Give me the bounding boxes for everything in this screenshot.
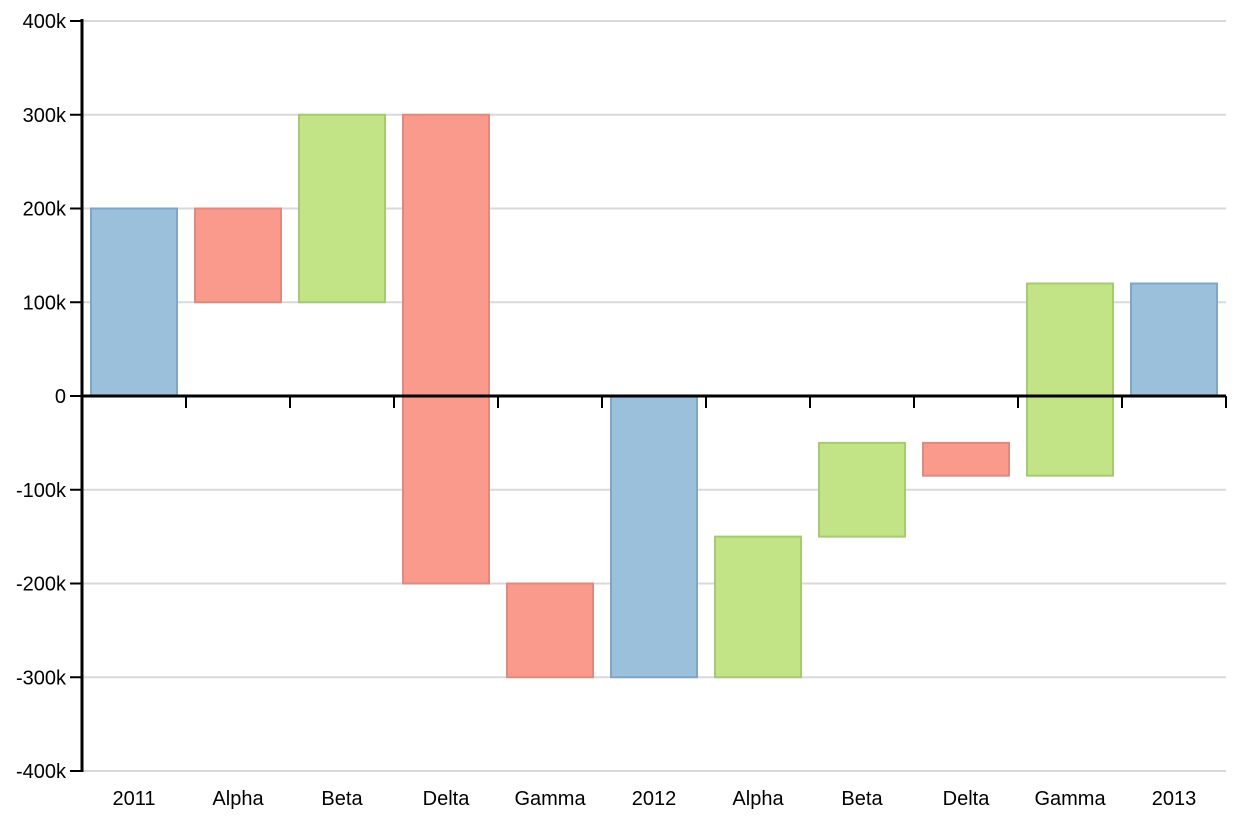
- bar-decrease-alpha: [194, 207, 282, 304]
- y-tick-labels: 400k 300k 200k 100k 0 -100k -200k -300k -400k: [16, 11, 67, 783]
- bar-decrease-gamma: [506, 582, 594, 679]
- bar-total-2013: [1130, 282, 1218, 397]
- bar-decrease-delta: [402, 113, 490, 585]
- y-tick-label: -200k: [16, 574, 67, 596]
- x-tick-label: Gamma: [1034, 788, 1106, 810]
- x-tick-label: Gamma: [514, 788, 586, 810]
- x-tick-labels: 2011 Alpha Beta Delta Gamma 2012 Alpha Beta Delt…: [112, 788, 1196, 810]
- x-tick-label: Alpha: [212, 788, 264, 810]
- y-tick-label: 100k: [23, 292, 67, 314]
- y-tick-label: -100k: [16, 480, 67, 502]
- bar-total-2011: [90, 207, 178, 397]
- axes: [70, 19, 1227, 772]
- bar-total-2012: [610, 395, 698, 679]
- y-tick-label: 300k: [23, 105, 67, 127]
- x-tick-label: Beta: [321, 788, 363, 810]
- x-tick-label: Delta: [943, 788, 991, 810]
- y-tick-label: 0: [55, 386, 66, 408]
- x-tick-label: Delta: [423, 788, 471, 810]
- y-tick-label: -400k: [16, 761, 67, 783]
- bar-increase-gamma: [1026, 282, 1114, 477]
- bar-increase-alpha: [714, 535, 802, 679]
- bars: [90, 113, 1218, 679]
- bar-decrease-delta: [922, 441, 1010, 477]
- y-tick-label: 400k: [23, 11, 67, 33]
- x-tick-label: 2013: [1152, 788, 1197, 810]
- bar-increase-beta: [298, 113, 386, 304]
- x-tick-label: Alpha: [732, 788, 784, 810]
- bar-increase-beta: [818, 441, 906, 538]
- y-tick-label: -300k: [16, 667, 67, 689]
- x-tick-label: Beta: [841, 788, 883, 810]
- x-tick-label: 2011: [112, 788, 155, 810]
- x-tick-label: 2012: [632, 788, 677, 810]
- y-tick-label: 200k: [23, 199, 67, 221]
